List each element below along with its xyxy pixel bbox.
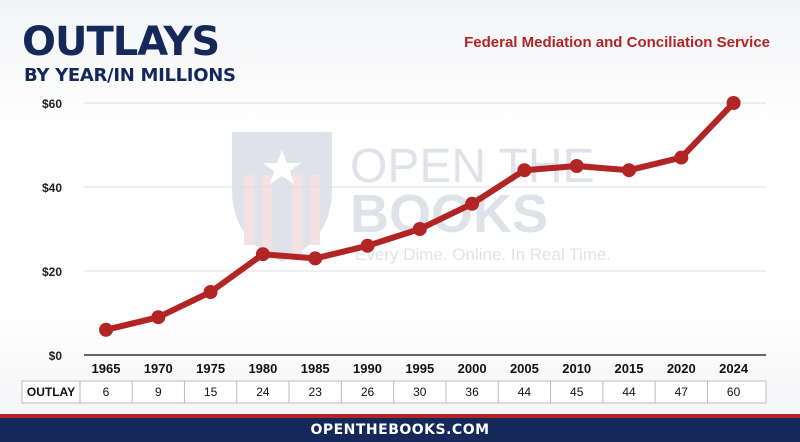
footer-red-stripe [0,414,800,418]
table-cell-value: 23 [309,385,323,399]
table-cell-value: 26 [361,385,375,399]
table-cell-value: 44 [518,385,532,399]
agency-name: Federal Mediation and Conciliation Servi… [464,34,770,51]
data-point [726,96,741,110]
data-point [203,285,218,299]
outlays-line-chart: OPEN THE BOOKS Every Dime. Online. In Re… [21,96,767,404]
data-point [360,238,375,253]
x-tick-label: 1975 [196,361,225,376]
data-point [622,163,636,178]
data-point [99,322,113,337]
y-axis: $0 $20 $40 $60 [42,97,62,363]
watermark-shield-icon [232,132,332,262]
page-subtitle: BY YEAR/IN MILLIONS [24,65,236,86]
table-cell-value: 47 [675,385,689,399]
table-cell-value: 24 [256,385,270,399]
table-row-label: OUTLAY [27,385,75,399]
series-outlays [99,96,741,337]
table-cell-value: 9 [155,385,162,399]
data-point [412,222,427,236]
x-tick-label: 1970 [144,361,173,376]
x-tick-label: 1965 [92,361,121,376]
x-tick-label: 1990 [353,361,382,376]
x-tick-label: 1980 [248,361,277,376]
x-axis: 1965 1970 1975 1980 1985 1990 1995 2000 2005 2010… [92,361,749,376]
data-point [569,159,584,173]
x-tick-label: 1985 [301,361,330,376]
table-cell-value: 44 [622,385,636,399]
data-point [255,247,270,262]
table-cell-value: 6 [103,385,110,399]
x-tick-label: 2020 [667,361,696,376]
table-cell-value: 45 [570,385,584,399]
data-point [308,251,323,266]
y-tick-label: $60 [42,97,62,111]
data-point [674,150,689,165]
footer-bar: OPENTHEBOOKS.COM [0,418,800,442]
data-point [517,163,532,178]
table-cell-value: 60 [727,385,741,399]
page-title: OUTLAYS [22,19,220,65]
data-point [465,196,480,211]
x-tick-label: 2000 [458,361,487,376]
watermark-tagline: Every Dime. Online. In Real Time. [355,245,611,264]
table-cell-value: 15 [204,385,218,399]
x-tick-label: 1995 [405,361,434,376]
x-tick-label: 2015 [615,361,644,376]
y-tick-label: $20 [42,265,62,279]
table-cell-value: 36 [465,385,479,399]
y-tick-label: $0 [49,349,63,363]
footer-site-link[interactable]: OPENTHEBOOKS.COM [310,422,490,438]
grid-lines [84,102,766,356]
x-tick-label: 2024 [719,361,749,376]
data-point [151,310,166,325]
table-cell-value: 30 [413,385,427,399]
x-tick-label: 2005 [510,361,539,376]
y-tick-label: $40 [42,181,62,195]
outlay-table: OUTLAY 6 9 15 24 23 26 30 36 44 45 44 47 60 [21,380,767,404]
x-tick-label: 2010 [562,361,591,376]
watermark: OPEN THE BOOKS Every Dime. Online. In Re… [232,132,611,264]
